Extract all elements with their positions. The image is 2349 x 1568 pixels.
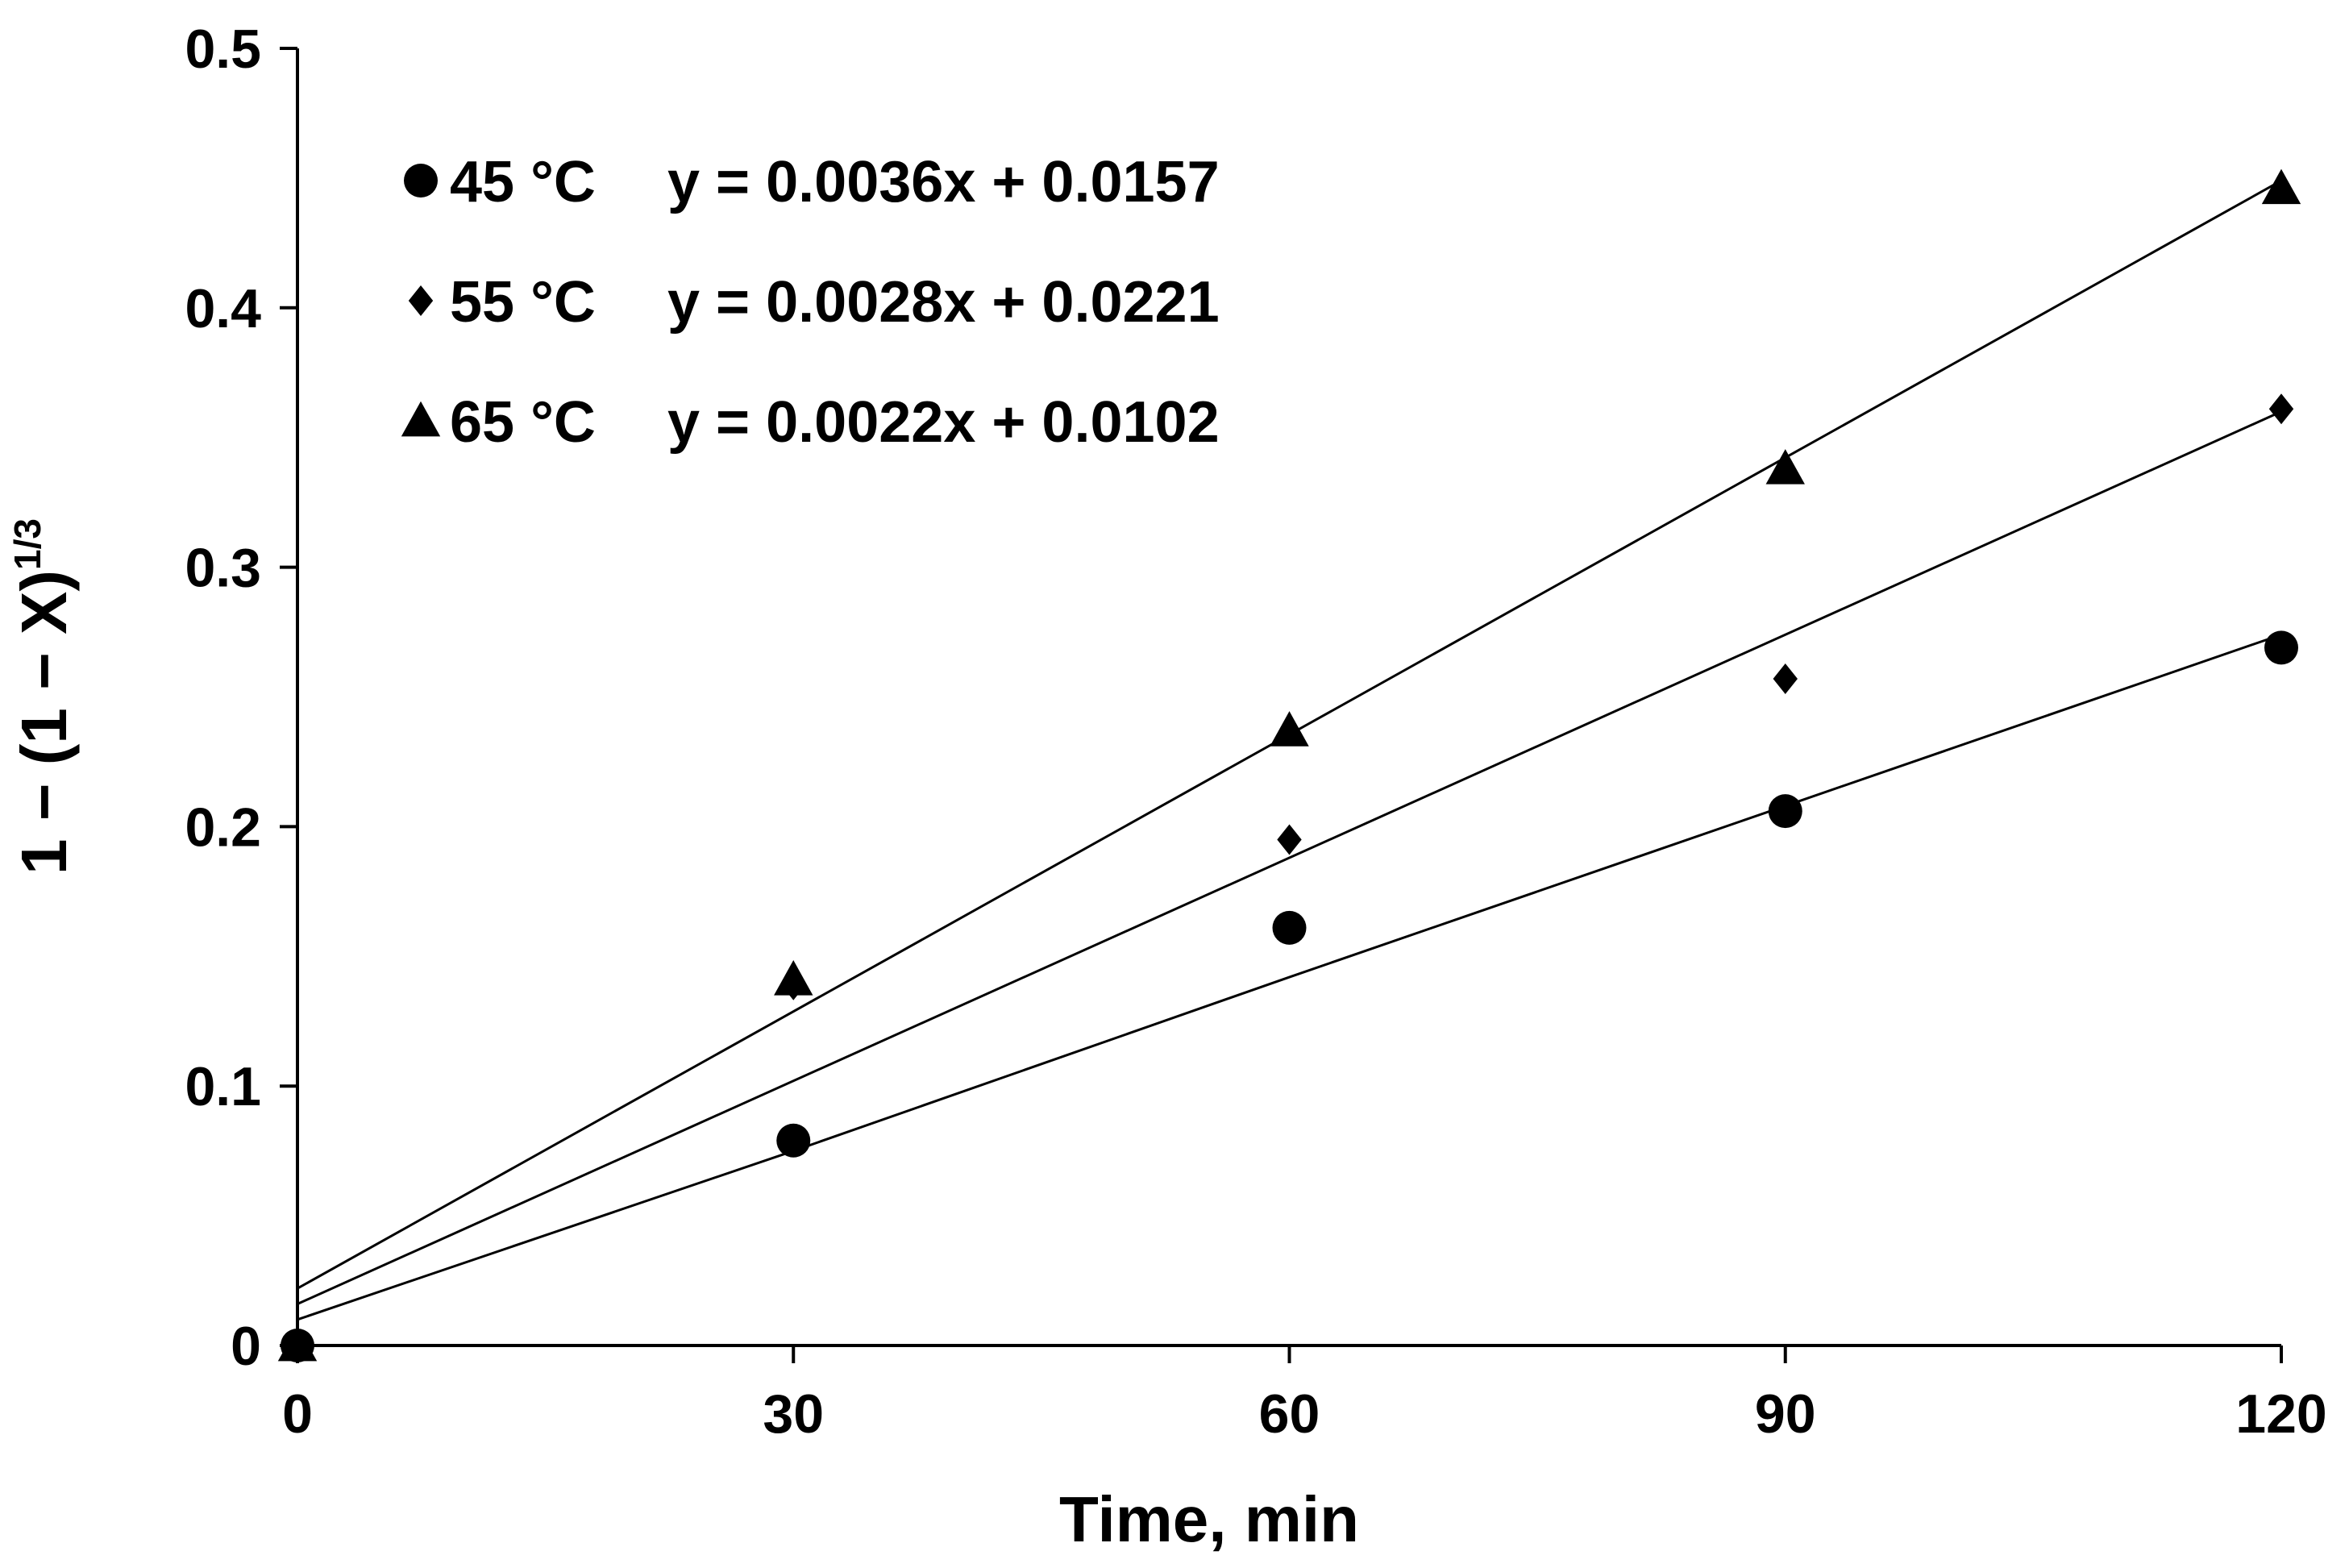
legend-marker-diamond	[408, 285, 434, 316]
data-point-circle	[1272, 910, 1307, 945]
data-point-circle	[776, 1123, 811, 1158]
y-tick-label: 0.1	[185, 1056, 261, 1117]
x-axis-title: Time, min	[1059, 1483, 1359, 1555]
legend-label: 65 °C	[450, 390, 596, 455]
legend-label: 55 °C	[450, 270, 596, 335]
data-point-triangle	[1270, 711, 1309, 747]
data-point-triangle	[2261, 168, 2301, 205]
x-tick-label: 0	[282, 1383, 313, 1445]
data-point-circle	[2264, 630, 2298, 665]
y-tick-label: 0.4	[185, 278, 261, 339]
legend-marker-triangle	[401, 401, 441, 437]
legend: 45 °C y = 0.0036x + 0.0157 55 °C y = 0.0028…	[401, 150, 1220, 455]
data-point-circle	[1768, 794, 1802, 829]
legend-equation: y = 0.0022x + 0.0102	[667, 390, 1220, 455]
y-tick-label: 0	[231, 1316, 261, 1377]
fit-line-circle	[297, 633, 2282, 1321]
data-point-triangle	[277, 1325, 318, 1362]
fit-line-diamond	[297, 410, 2282, 1305]
x-tick-label: 120	[2235, 1383, 2326, 1445]
y-tick-label: 0.3	[185, 538, 261, 599]
legend-marker-circle	[404, 164, 438, 198]
legend-equation: y = 0.0028x + 0.0221	[667, 270, 1220, 335]
x-tick-label: 30	[763, 1383, 824, 1445]
fit-lines	[297, 179, 2282, 1321]
svg-text:1 − (1 − X)1/3: 1 − (1 − X)1/3	[6, 518, 80, 875]
y-axis-title-exponent: 1/3	[6, 518, 48, 570]
data-point-diamond	[1277, 824, 1302, 855]
y-tick-label: 0.2	[185, 796, 261, 858]
x-tick-label: 90	[1755, 1383, 1816, 1445]
y-tick-label: 0.5	[185, 19, 261, 80]
ticks: 0 0.1 0.2 0.3 0.4 0.5 0 30 60 90 120	[185, 19, 2326, 1445]
x-tick-label: 60	[1259, 1383, 1320, 1445]
y-axis-title-base: 1 − (1 − X)	[8, 570, 80, 875]
data-point-diamond	[1773, 663, 1798, 694]
data-point-triangle	[1765, 449, 1805, 485]
legend-equation: y = 0.0036x + 0.0157	[667, 150, 1220, 214]
data-points	[277, 168, 2301, 1362]
data-point-triangle	[774, 960, 813, 996]
y-axis-title: 1 − (1 − X)1/3	[6, 518, 80, 875]
data-point-diamond	[2268, 393, 2294, 425]
axes	[296, 48, 2281, 1347]
legend-label: 45 °C	[450, 150, 596, 214]
